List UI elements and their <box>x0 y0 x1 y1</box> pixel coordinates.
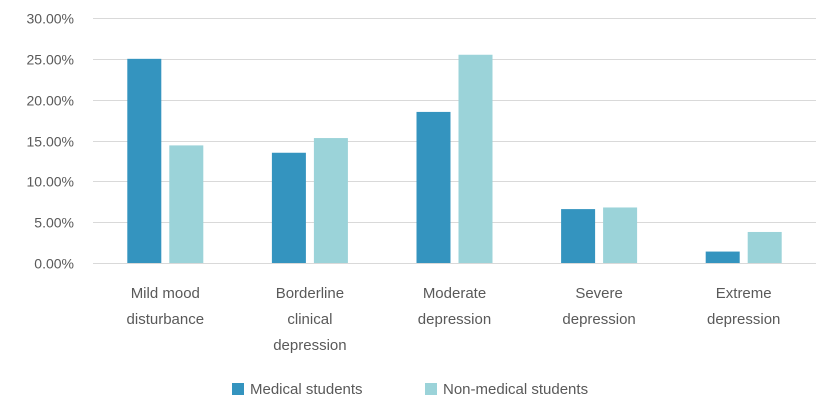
y-axis-tick-labels: 0.00% 5.00% 10.00% 15.00% 20.00% 25.00% 30.00% <box>27 11 74 272</box>
bar-medical <box>416 111 451 264</box>
bar-non-medical <box>747 231 782 263</box>
bar-medical <box>271 152 306 263</box>
x-category-label: Severe depression <box>562 285 635 328</box>
bars <box>127 54 782 264</box>
bar-non-medical <box>458 54 493 263</box>
x-category-label: Borderline clinical depression <box>273 285 346 354</box>
gridlines <box>93 18 816 264</box>
legend-label: Medical students <box>250 381 363 398</box>
bar-medical <box>127 58 162 264</box>
legend-swatch <box>232 383 244 395</box>
legend-label: Non-medical students <box>443 381 588 398</box>
x-axis-category-labels: Mild mood disturbance Borderline clinical de… <box>127 285 781 354</box>
bar-medical <box>705 251 740 263</box>
y-tick-label: 5.00% <box>34 215 74 231</box>
legend-swatch <box>425 383 437 395</box>
y-tick-label: 15.00% <box>27 134 74 150</box>
y-tick-label: 25.00% <box>27 52 74 68</box>
x-category-label: Extreme depression <box>707 285 780 328</box>
x-category-label: Mild mood disturbance <box>127 285 205 328</box>
bar-medical <box>561 209 596 263</box>
y-tick-label: 0.00% <box>34 256 74 272</box>
legend: Medical students Non-medical students <box>232 381 588 398</box>
bar-non-medical <box>169 145 204 263</box>
bar-non-medical <box>603 207 638 263</box>
x-category-label: Moderate depression <box>418 285 491 328</box>
bar-non-medical <box>313 138 348 263</box>
y-tick-label: 30.00% <box>27 11 74 27</box>
y-tick-label: 20.00% <box>27 93 74 109</box>
y-tick-label: 10.00% <box>27 174 74 190</box>
